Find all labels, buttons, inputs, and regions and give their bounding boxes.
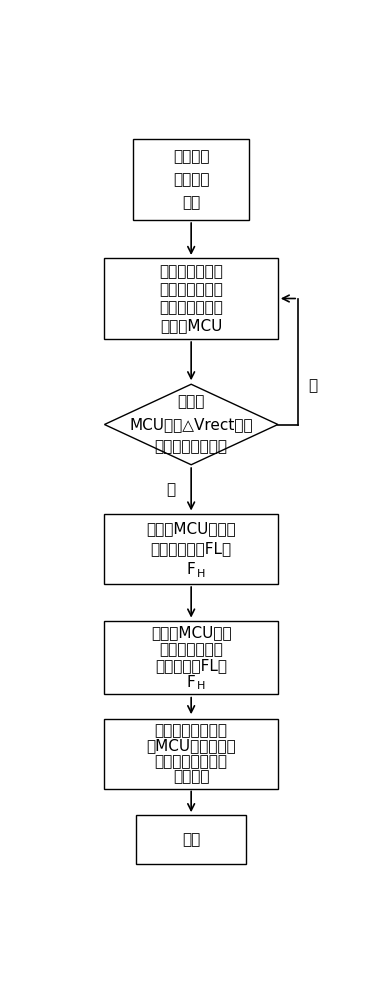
Text: 无线接收端接收: 无线接收端接收 [159,264,223,279]
Text: H: H [197,681,205,691]
Text: 发射端MCU将系: 发射端MCU将系 [151,626,232,641]
Text: 否: 否 [166,482,175,497]
Text: F: F [187,562,195,577]
Text: 接收端MCU: 接收端MCU [160,318,222,333]
FancyBboxPatch shape [104,718,278,788]
FancyBboxPatch shape [134,139,249,220]
Polygon shape [104,384,278,465]
Text: 启动无线: 启动无线 [173,149,209,164]
Text: 结束: 结束 [182,832,200,847]
Text: 逆变电路根据发射: 逆变电路根据发射 [155,723,228,738]
FancyBboxPatch shape [104,621,278,694]
Text: 统的工作频率切: 统的工作频率切 [159,642,223,657]
Text: 式计算相应的FL或: 式计算相应的FL或 [151,542,232,557]
Text: 换到相应的FL或: 换到相应的FL或 [155,658,227,673]
Text: 端MCU的控制信号: 端MCU的控制信号 [146,738,236,753]
Text: 流后电压输入至: 流后电压输入至 [159,300,223,315]
FancyBboxPatch shape [104,514,278,584]
Text: H: H [197,569,205,579]
Text: 系统: 系统 [182,195,200,210]
Text: MCU判断△Vrect变化: MCU判断△Vrect变化 [129,417,253,432]
Text: 是否在预设范围内: 是否在预设范围内 [155,440,228,455]
Text: 电能并实时将整: 电能并实时将整 [159,282,223,297]
Text: 电能传输: 电能传输 [173,172,209,187]
Text: F: F [187,675,195,690]
Text: 接收端MCU根据公: 接收端MCU根据公 [146,522,236,537]
Text: 输出频率: 输出频率 [173,769,209,784]
FancyBboxPatch shape [136,815,246,864]
Text: 调整无线发射端的: 调整无线发射端的 [155,754,228,769]
FancyBboxPatch shape [104,258,278,339]
Text: 是: 是 [308,378,317,393]
Text: 接收端: 接收端 [178,394,205,409]
